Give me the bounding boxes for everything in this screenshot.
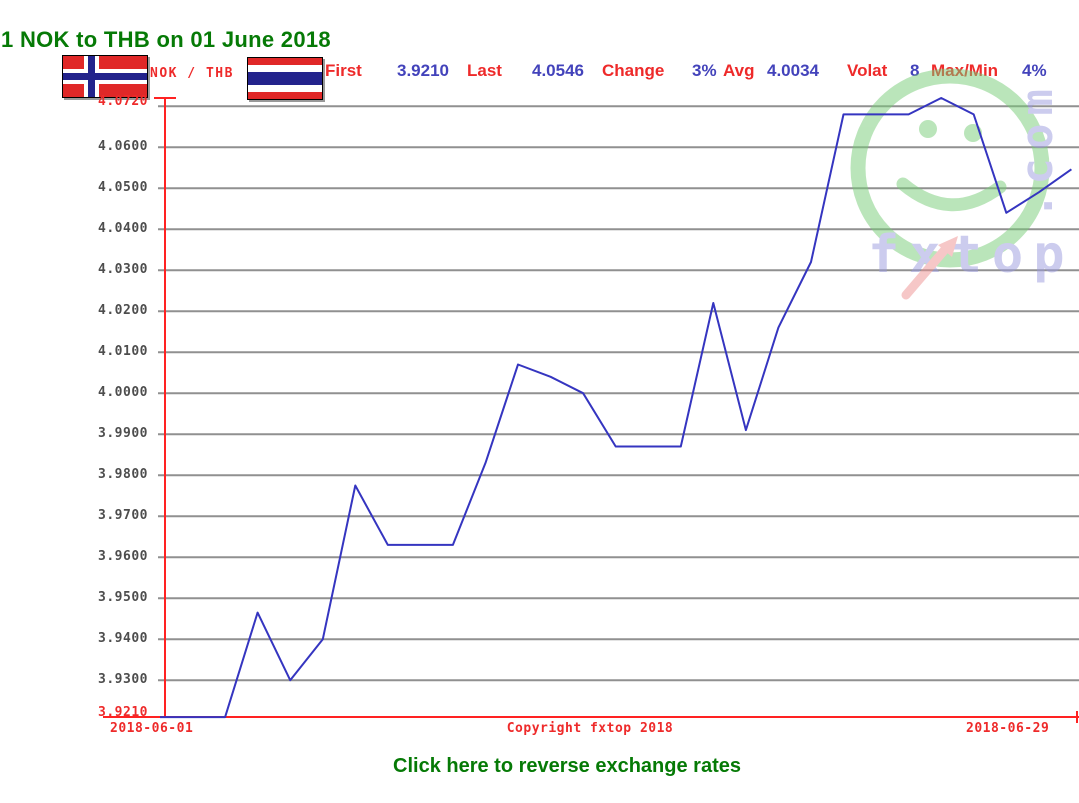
currency-pair-label: NOK / THB: [150, 66, 234, 81]
y-axis-label: 4.0000: [98, 385, 148, 400]
stat-value: 4%: [1022, 61, 1047, 80]
rate-line: [160, 97, 1072, 719]
watermark-brand-text: fxtop: [868, 225, 1075, 285]
y-axis-label: 4.0500: [98, 180, 148, 195]
y-axis-label: 3.9700: [98, 508, 148, 523]
norway-flag-icon: [62, 55, 148, 98]
fxtop-watermark: fxtop .com: [850, 68, 1075, 300]
x-axis-start-date: 2018-06-01: [110, 721, 194, 736]
stat-value: 3.9210: [397, 61, 449, 80]
stat-label: Change: [602, 61, 665, 80]
stat-label: Last: [467, 61, 502, 80]
stat-label: First: [325, 61, 362, 80]
reverse-rates-link[interactable]: Click here to reverse exchange rates: [393, 755, 741, 777]
y-axis-label: 4.0600: [98, 139, 148, 154]
smiley-smile-icon: [896, 177, 1007, 212]
thailand-flag-icon: [247, 57, 323, 100]
gridlines: [158, 105, 1079, 682]
watermark-suffix-text: .com: [1012, 81, 1063, 219]
stat-label: Volat: [847, 61, 888, 80]
page-title: 1 NOK to THB on 01 June 2018: [1, 27, 331, 52]
stat-label: Avg: [723, 61, 755, 80]
y-axis-label: 3.9800: [98, 467, 148, 482]
y-axis-label: 3.9400: [98, 631, 148, 646]
y-axis-label: 3.9300: [98, 672, 148, 687]
y-axis-label: 4.0200: [98, 303, 148, 318]
stat-value: 8: [910, 61, 920, 80]
stat-value: 4.0546: [532, 61, 584, 80]
x-axis-end-date: 2018-06-29: [966, 721, 1050, 736]
y-axis-label: 3.9600: [98, 549, 148, 564]
y-axis-label: 3.9210: [98, 705, 148, 720]
stat-value: 4.0034: [767, 61, 819, 80]
y-axis-label: 4.0720: [98, 94, 148, 109]
y-axis-label: 4.0400: [98, 221, 148, 236]
copyright-label: Copyright fxtop 2018: [506, 721, 674, 736]
y-axis-label: 3.9900: [98, 426, 148, 441]
stat-value: 3%: [692, 61, 717, 80]
y-axis-label: 4.0300: [98, 262, 148, 277]
y-axis-label: 4.0100: [98, 344, 148, 359]
axes: [103, 97, 1079, 723]
y-axis-label: 3.9500: [98, 590, 148, 605]
up-arrow-icon: [901, 241, 953, 300]
smiley-eye-icon: [919, 120, 937, 138]
